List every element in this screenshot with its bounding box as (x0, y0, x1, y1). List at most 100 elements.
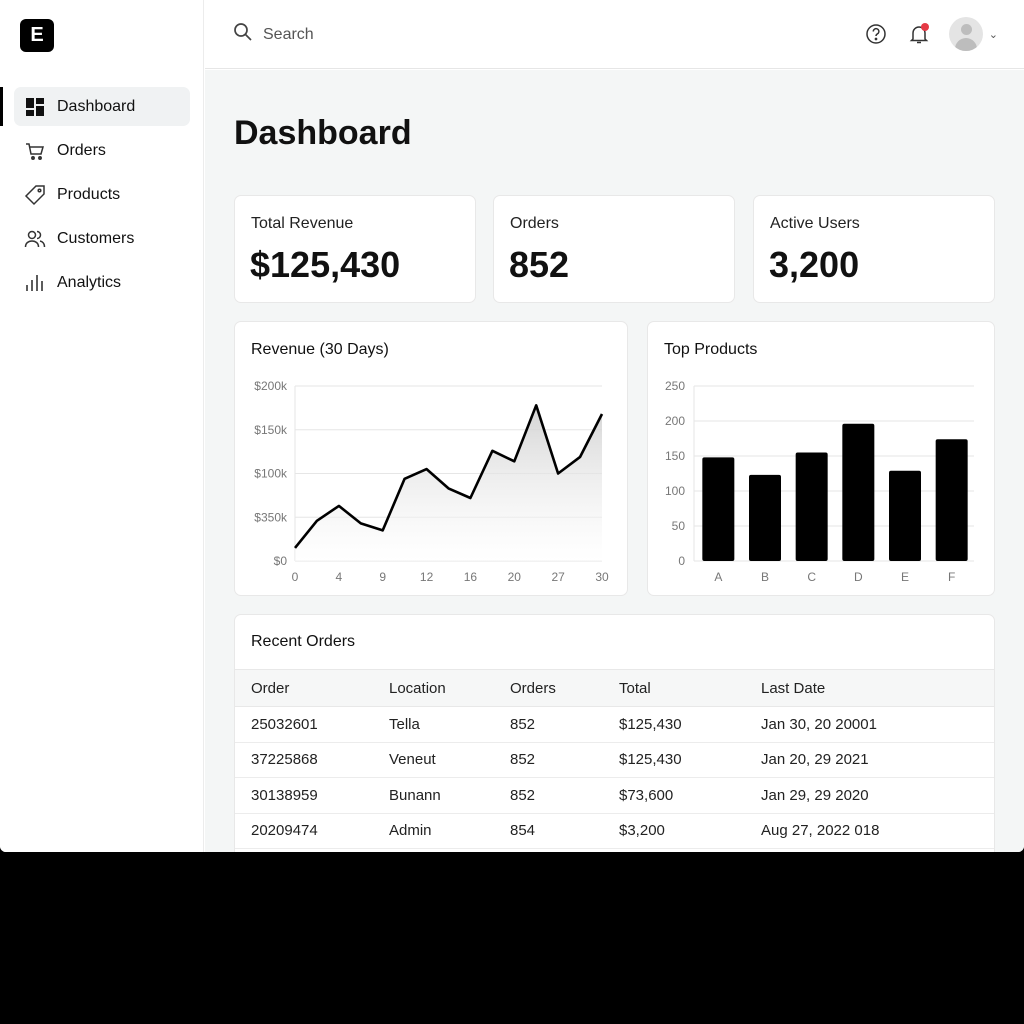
cell-orders: 852 (494, 777, 603, 814)
cell-location: Admin (373, 813, 494, 849)
table-row[interactable]: 25032601 Tella 852 $125,430 Jan 30, 20 2… (235, 706, 994, 743)
svg-text:16: 16 (464, 570, 478, 584)
sidebar-item-orders[interactable]: Orders (14, 131, 190, 170)
cell-total: $3,200 (603, 813, 745, 849)
top-products-bar-chart: 250 200 150 100 50 0 A B C D E F (665, 379, 974, 584)
table-row[interactable]: 30138959 Bunann 852 $73,600 Jan 29, 29 2… (235, 777, 994, 814)
cart-icon (24, 140, 46, 162)
kpi-value: 852 (509, 244, 570, 285)
sidebar-item-label: Analytics (57, 273, 122, 291)
sidebar-item-label: Dashboard (57, 97, 136, 115)
svg-text:A: A (714, 570, 722, 584)
cell-orders: 854 (494, 813, 603, 849)
bar-chart-icon (24, 272, 46, 294)
recent-orders-table: Order Location Orders Total Last Date 25… (235, 669, 994, 849)
svg-text:0: 0 (292, 570, 299, 584)
sidebar-item-dashboard[interactable]: Dashboard (0, 87, 190, 126)
sidebar: E Dashboard Orders Products (0, 0, 204, 852)
cell-total: $73,600 (603, 777, 745, 814)
search-bar[interactable]: Search (233, 22, 314, 47)
sidebar-nav: Dashboard Orders Products Customers (0, 87, 204, 307)
cell-order: 37225868 (235, 742, 373, 778)
kpi-label: Orders (510, 215, 559, 232)
svg-text:20: 20 (508, 570, 522, 584)
kpi-value: $125,430 (250, 244, 401, 285)
kpi-card-active-users: Active Users 3,200 (753, 195, 995, 303)
kpi-label: Active Users (770, 215, 860, 232)
column-header-order[interactable]: Order (235, 669, 373, 707)
cell-last-date: Aug 27, 2022 018 (745, 813, 994, 849)
notification-dot (920, 23, 929, 31)
cell-location: Veneut (373, 742, 494, 778)
svg-text:200: 200 (665, 414, 685, 428)
cell-total: $125,430 (603, 706, 745, 743)
top-products-chart-card: Top Products 250 200 150 100 50 0 A B C D E F (647, 321, 995, 596)
chart-title: Revenue (30 Days) (251, 341, 389, 358)
cell-location: Tella (373, 706, 494, 743)
cell-orders: 852 (494, 742, 603, 778)
bell-icon[interactable] (907, 22, 931, 46)
svg-text:B: B (761, 570, 769, 584)
kpi-value: 3,200 (769, 244, 860, 285)
kpi-label: Total Revenue (251, 215, 354, 232)
svg-text:100: 100 (665, 484, 685, 498)
svg-text:4: 4 (336, 570, 343, 584)
cell-last-date: Jan 29, 29 2020 (745, 777, 994, 814)
chart-title: Top Products (664, 341, 758, 358)
search-input[interactable]: Search (263, 25, 314, 43)
column-header-orders[interactable]: Orders (494, 669, 603, 707)
svg-text:$0: $0 (274, 554, 288, 568)
topbar: Search ⌄ (205, 0, 1024, 69)
help-icon[interactable] (864, 22, 888, 46)
table-row[interactable]: 37225868 Veneut 852 $125,430 Jan 20, 29 … (235, 742, 994, 778)
cell-location: Bunann (373, 777, 494, 814)
app-logo[interactable]: E (20, 19, 54, 52)
revenue-line-chart: $200k $150k $100k $350k $0 0 4 9 12 16 20 27 30 (254, 379, 609, 584)
app-window: E Dashboard Orders Products (0, 0, 1024, 852)
search-icon (233, 22, 253, 47)
svg-text:E: E (901, 570, 909, 584)
chevron-down-icon[interactable]: ⌄ (988, 28, 998, 41)
logo-letter: E (30, 24, 44, 46)
svg-text:$150k: $150k (254, 423, 288, 437)
svg-text:$350k: $350k (254, 510, 288, 524)
svg-text:150: 150 (665, 449, 685, 463)
kpi-card-total-revenue: Total Revenue $125,430 (234, 195, 476, 303)
cell-order: 25032601 (235, 706, 373, 743)
grid-icon (24, 96, 46, 118)
sidebar-item-label: Orders (57, 141, 106, 159)
sidebar-item-label: Customers (57, 229, 135, 247)
svg-text:27: 27 (551, 570, 565, 584)
cell-orders: 852 (494, 706, 603, 743)
sidebar-item-products[interactable]: Products (14, 175, 190, 214)
svg-text:C: C (807, 570, 816, 584)
tag-icon (24, 184, 46, 206)
svg-text:0: 0 (678, 554, 685, 568)
svg-text:F: F (948, 570, 955, 584)
column-header-total[interactable]: Total (603, 669, 745, 707)
svg-text:250: 250 (665, 379, 685, 393)
sidebar-item-customers[interactable]: Customers (14, 219, 190, 258)
sidebar-item-label: Products (57, 185, 121, 203)
table-header-row: Order Location Orders Total Last Date (235, 669, 994, 707)
kpi-card-orders: Orders 852 (493, 195, 735, 303)
users-icon (24, 228, 46, 250)
main-content: Dashboard Total Revenue $125,430 Orders … (205, 70, 1024, 852)
column-header-location[interactable]: Location (373, 669, 494, 707)
svg-text:30: 30 (595, 570, 609, 584)
svg-text:D: D (854, 570, 863, 584)
svg-text:50: 50 (672, 519, 686, 533)
table-row[interactable]: 20209474 Admin 854 $3,200 Aug 27, 2022 0… (235, 813, 994, 849)
revenue-chart-card: Revenue (30 Days) $200k $150k $100k $350k $0… (234, 321, 628, 596)
svg-text:$100k: $100k (254, 467, 288, 481)
svg-text:9: 9 (379, 570, 386, 584)
avatar[interactable] (948, 17, 983, 51)
table-title: Recent Orders (251, 633, 356, 650)
sidebar-item-analytics[interactable]: Analytics (14, 263, 190, 302)
cell-last-date: Jan 30, 20 20001 (745, 706, 994, 743)
svg-text:$200k: $200k (254, 379, 288, 393)
recent-orders-card: Recent Orders Order Location Orders Tota… (234, 614, 995, 852)
cell-order: 30138959 (235, 777, 373, 814)
column-header-last-date[interactable]: Last Date (745, 669, 994, 707)
cell-order: 20209474 (235, 813, 373, 849)
